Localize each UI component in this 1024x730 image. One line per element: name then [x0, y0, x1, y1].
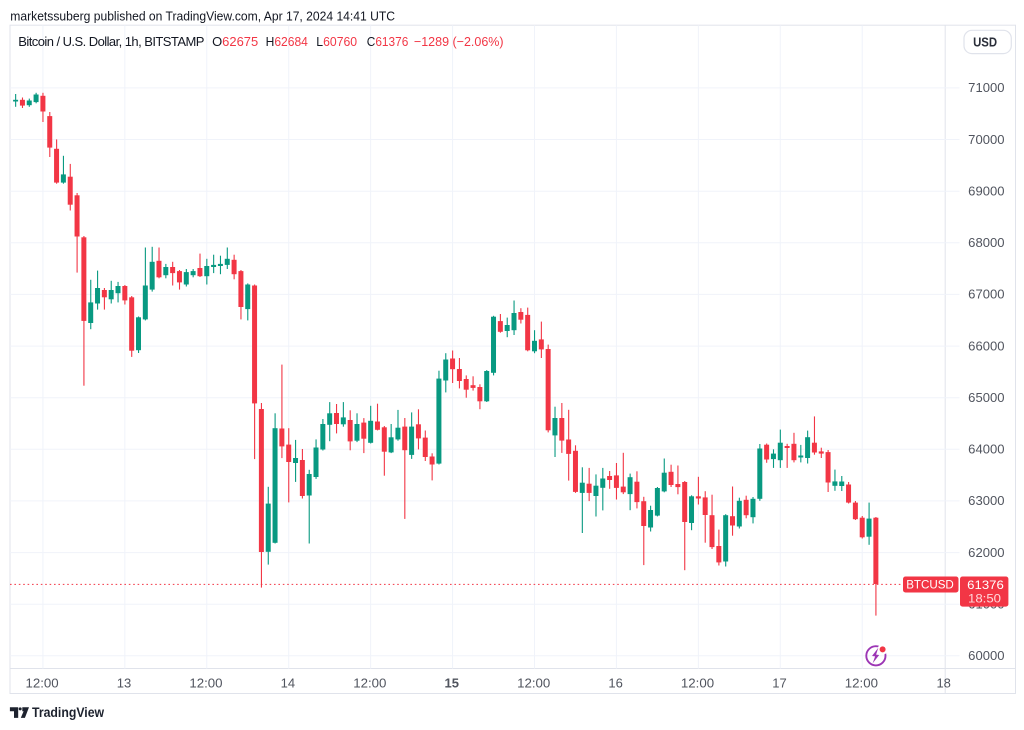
svg-text:H62684: H62684	[266, 34, 308, 49]
svg-text:70000: 70000	[968, 132, 1004, 147]
svg-text:12:00: 12:00	[845, 676, 878, 691]
svg-text:18:50: 18:50	[968, 591, 1001, 605]
svg-text:C61376: C61376	[367, 34, 409, 49]
svg-text:TradingView: TradingView	[32, 705, 104, 720]
svg-text:BTCUSD: BTCUSD	[906, 578, 954, 592]
svg-text:12:00: 12:00	[189, 676, 222, 691]
svg-text:64000: 64000	[968, 442, 1004, 457]
svg-text:15: 15	[445, 676, 459, 691]
svg-text:68000: 68000	[968, 235, 1004, 250]
svg-text:17: 17	[772, 676, 786, 691]
svg-text:66000: 66000	[968, 338, 1004, 353]
svg-text:−1289 (−2.06%): −1289 (−2.06%)	[414, 34, 504, 49]
svg-text:marketssuberg published on Tra: marketssuberg published on TradingView.c…	[10, 9, 395, 24]
svg-text:61376: 61376	[967, 578, 1004, 592]
svg-text:13: 13	[117, 676, 131, 691]
svg-text:12:00: 12:00	[26, 676, 59, 691]
svg-text:USD: USD	[973, 34, 997, 49]
svg-text:69000: 69000	[968, 184, 1004, 199]
svg-text:Bitcoin / U.S. Dollar, 1h, BIT: Bitcoin / U.S. Dollar, 1h, BITSTAMP	[18, 34, 204, 49]
svg-text:71000: 71000	[968, 80, 1004, 95]
svg-text:L60760: L60760	[316, 34, 357, 49]
svg-text:62000: 62000	[968, 545, 1004, 560]
svg-text:O62675: O62675	[212, 34, 258, 49]
svg-text:12:00: 12:00	[681, 676, 714, 691]
svg-text:67000: 67000	[968, 287, 1004, 302]
svg-text:65000: 65000	[968, 390, 1004, 405]
svg-text:18: 18	[936, 676, 950, 691]
svg-text:12:00: 12:00	[353, 676, 386, 691]
svg-text:60000: 60000	[968, 648, 1004, 663]
svg-text:14: 14	[281, 676, 295, 691]
svg-text:16: 16	[608, 676, 622, 691]
svg-text:12:00: 12:00	[517, 676, 550, 691]
svg-text:63000: 63000	[968, 493, 1004, 508]
